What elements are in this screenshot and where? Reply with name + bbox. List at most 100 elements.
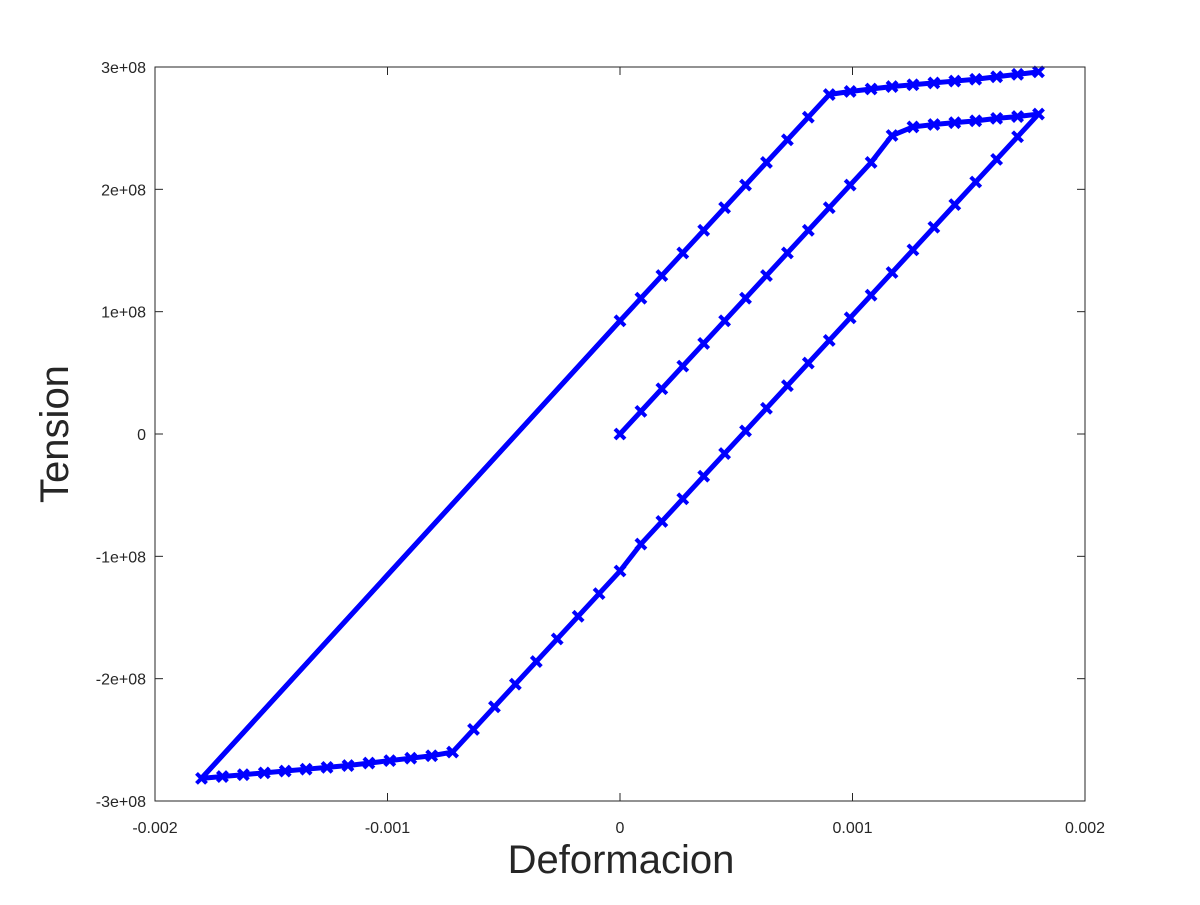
data-point-marker bbox=[906, 78, 920, 92]
data-point-marker bbox=[718, 447, 732, 460]
data-point-marker bbox=[843, 311, 857, 325]
data-point-marker bbox=[613, 564, 627, 578]
x-tick-label: 0.001 bbox=[832, 820, 872, 837]
data-point-marker bbox=[655, 382, 669, 396]
data-point-marker bbox=[927, 220, 941, 234]
series-line bbox=[199, 69, 1041, 781]
data-point-marker bbox=[969, 175, 983, 189]
data-point-marker bbox=[864, 288, 878, 302]
data-point-marker bbox=[801, 110, 815, 124]
data-point-marker bbox=[613, 427, 627, 441]
data-point-marker bbox=[655, 269, 669, 282]
data-point-marker bbox=[529, 655, 543, 668]
data-point-marker bbox=[885, 80, 899, 93]
data-point-marker bbox=[739, 178, 752, 192]
plot-area bbox=[195, 65, 1045, 785]
data-point-marker bbox=[906, 120, 920, 134]
data-point-marker bbox=[1011, 110, 1024, 123]
data-point-marker bbox=[634, 404, 648, 418]
data-point-marker bbox=[1032, 107, 1045, 121]
data-point-marker bbox=[927, 76, 941, 90]
x-tick-label: 0 bbox=[616, 820, 625, 837]
data-point-marker bbox=[697, 337, 711, 350]
x-tick-label: -0.002 bbox=[132, 820, 177, 837]
data-point-marker bbox=[613, 314, 627, 328]
data-point-marker bbox=[990, 70, 1004, 84]
data-point-marker bbox=[1032, 65, 1045, 79]
data-point-marker bbox=[676, 492, 690, 506]
data-point-marker bbox=[822, 88, 836, 101]
data-point-marker bbox=[655, 515, 669, 528]
data-point-marker bbox=[927, 118, 941, 131]
data-point-marker bbox=[592, 587, 606, 601]
x-axis-title: Deformacion bbox=[508, 838, 735, 882]
data-point-marker bbox=[822, 334, 836, 347]
y-tick-label: -2e+08 bbox=[96, 672, 146, 689]
data-point-marker bbox=[299, 762, 313, 776]
data-point-marker bbox=[425, 749, 439, 763]
data-point-marker bbox=[697, 223, 711, 237]
data-point-marker bbox=[801, 356, 815, 370]
data-point-marker bbox=[571, 609, 585, 623]
data-point-marker bbox=[739, 424, 752, 438]
y-tick-label: 1e+08 bbox=[101, 305, 146, 322]
data-point-marker bbox=[760, 156, 773, 169]
data-point-marker bbox=[969, 114, 983, 128]
data-point-marker bbox=[488, 700, 501, 714]
y-tick-label: 2e+08 bbox=[101, 182, 146, 199]
x-tick-label: -0.001 bbox=[365, 820, 410, 837]
data-point-marker bbox=[320, 760, 334, 774]
data-point-marker bbox=[216, 770, 229, 783]
data-point-marker bbox=[1011, 67, 1024, 81]
data-point-marker bbox=[676, 359, 690, 373]
data-point-marker bbox=[1011, 130, 1024, 144]
data-point-marker bbox=[697, 469, 711, 483]
data-point-marker bbox=[780, 246, 794, 260]
y-axis-title: Tension bbox=[33, 365, 77, 503]
y-tick-label: 3e+08 bbox=[101, 60, 146, 77]
data-point-marker bbox=[948, 116, 962, 130]
data-point-marker bbox=[864, 82, 878, 96]
data-point-marker bbox=[948, 198, 962, 212]
data-point-marker bbox=[383, 754, 397, 768]
data-point-marker bbox=[969, 72, 983, 86]
data-point-marker bbox=[885, 266, 899, 279]
data-point-marker bbox=[676, 246, 690, 260]
y-tick-label: -3e+08 bbox=[96, 794, 146, 811]
data-point-marker bbox=[446, 745, 460, 759]
data-point-marker bbox=[278, 764, 292, 778]
data-point-marker bbox=[195, 771, 208, 785]
data-point-marker bbox=[780, 379, 794, 393]
data-point-marker bbox=[718, 314, 732, 328]
data-point-marker bbox=[906, 243, 920, 257]
data-point-marker bbox=[404, 751, 418, 765]
data-point-marker bbox=[843, 178, 857, 192]
data-point-marker bbox=[760, 269, 773, 282]
data-point-marker bbox=[257, 766, 271, 780]
data-point-marker bbox=[739, 291, 752, 305]
data-point-marker bbox=[760, 401, 773, 415]
data-point-marker bbox=[362, 756, 376, 770]
data-point-marker bbox=[801, 223, 815, 237]
data-point-marker bbox=[467, 723, 480, 736]
data-point-marker bbox=[634, 291, 648, 305]
data-point-marker bbox=[508, 677, 522, 691]
data-point-marker bbox=[885, 129, 899, 142]
x-tick-label: 0.002 bbox=[1065, 820, 1105, 837]
data-point-marker bbox=[341, 759, 355, 772]
data-point-marker bbox=[843, 85, 857, 98]
data-point-marker bbox=[780, 133, 794, 147]
data-point-marker bbox=[634, 537, 648, 551]
y-tick-label: -1e+08 bbox=[96, 549, 146, 566]
data-point-marker bbox=[236, 768, 250, 782]
data-point-marker bbox=[718, 201, 732, 215]
data-point-marker bbox=[822, 201, 836, 215]
data-point-marker bbox=[864, 156, 878, 169]
data-point-marker bbox=[948, 74, 962, 88]
y-tick-label: 0 bbox=[137, 427, 146, 444]
data-point-marker bbox=[990, 111, 1004, 125]
data-point-marker bbox=[990, 152, 1004, 166]
